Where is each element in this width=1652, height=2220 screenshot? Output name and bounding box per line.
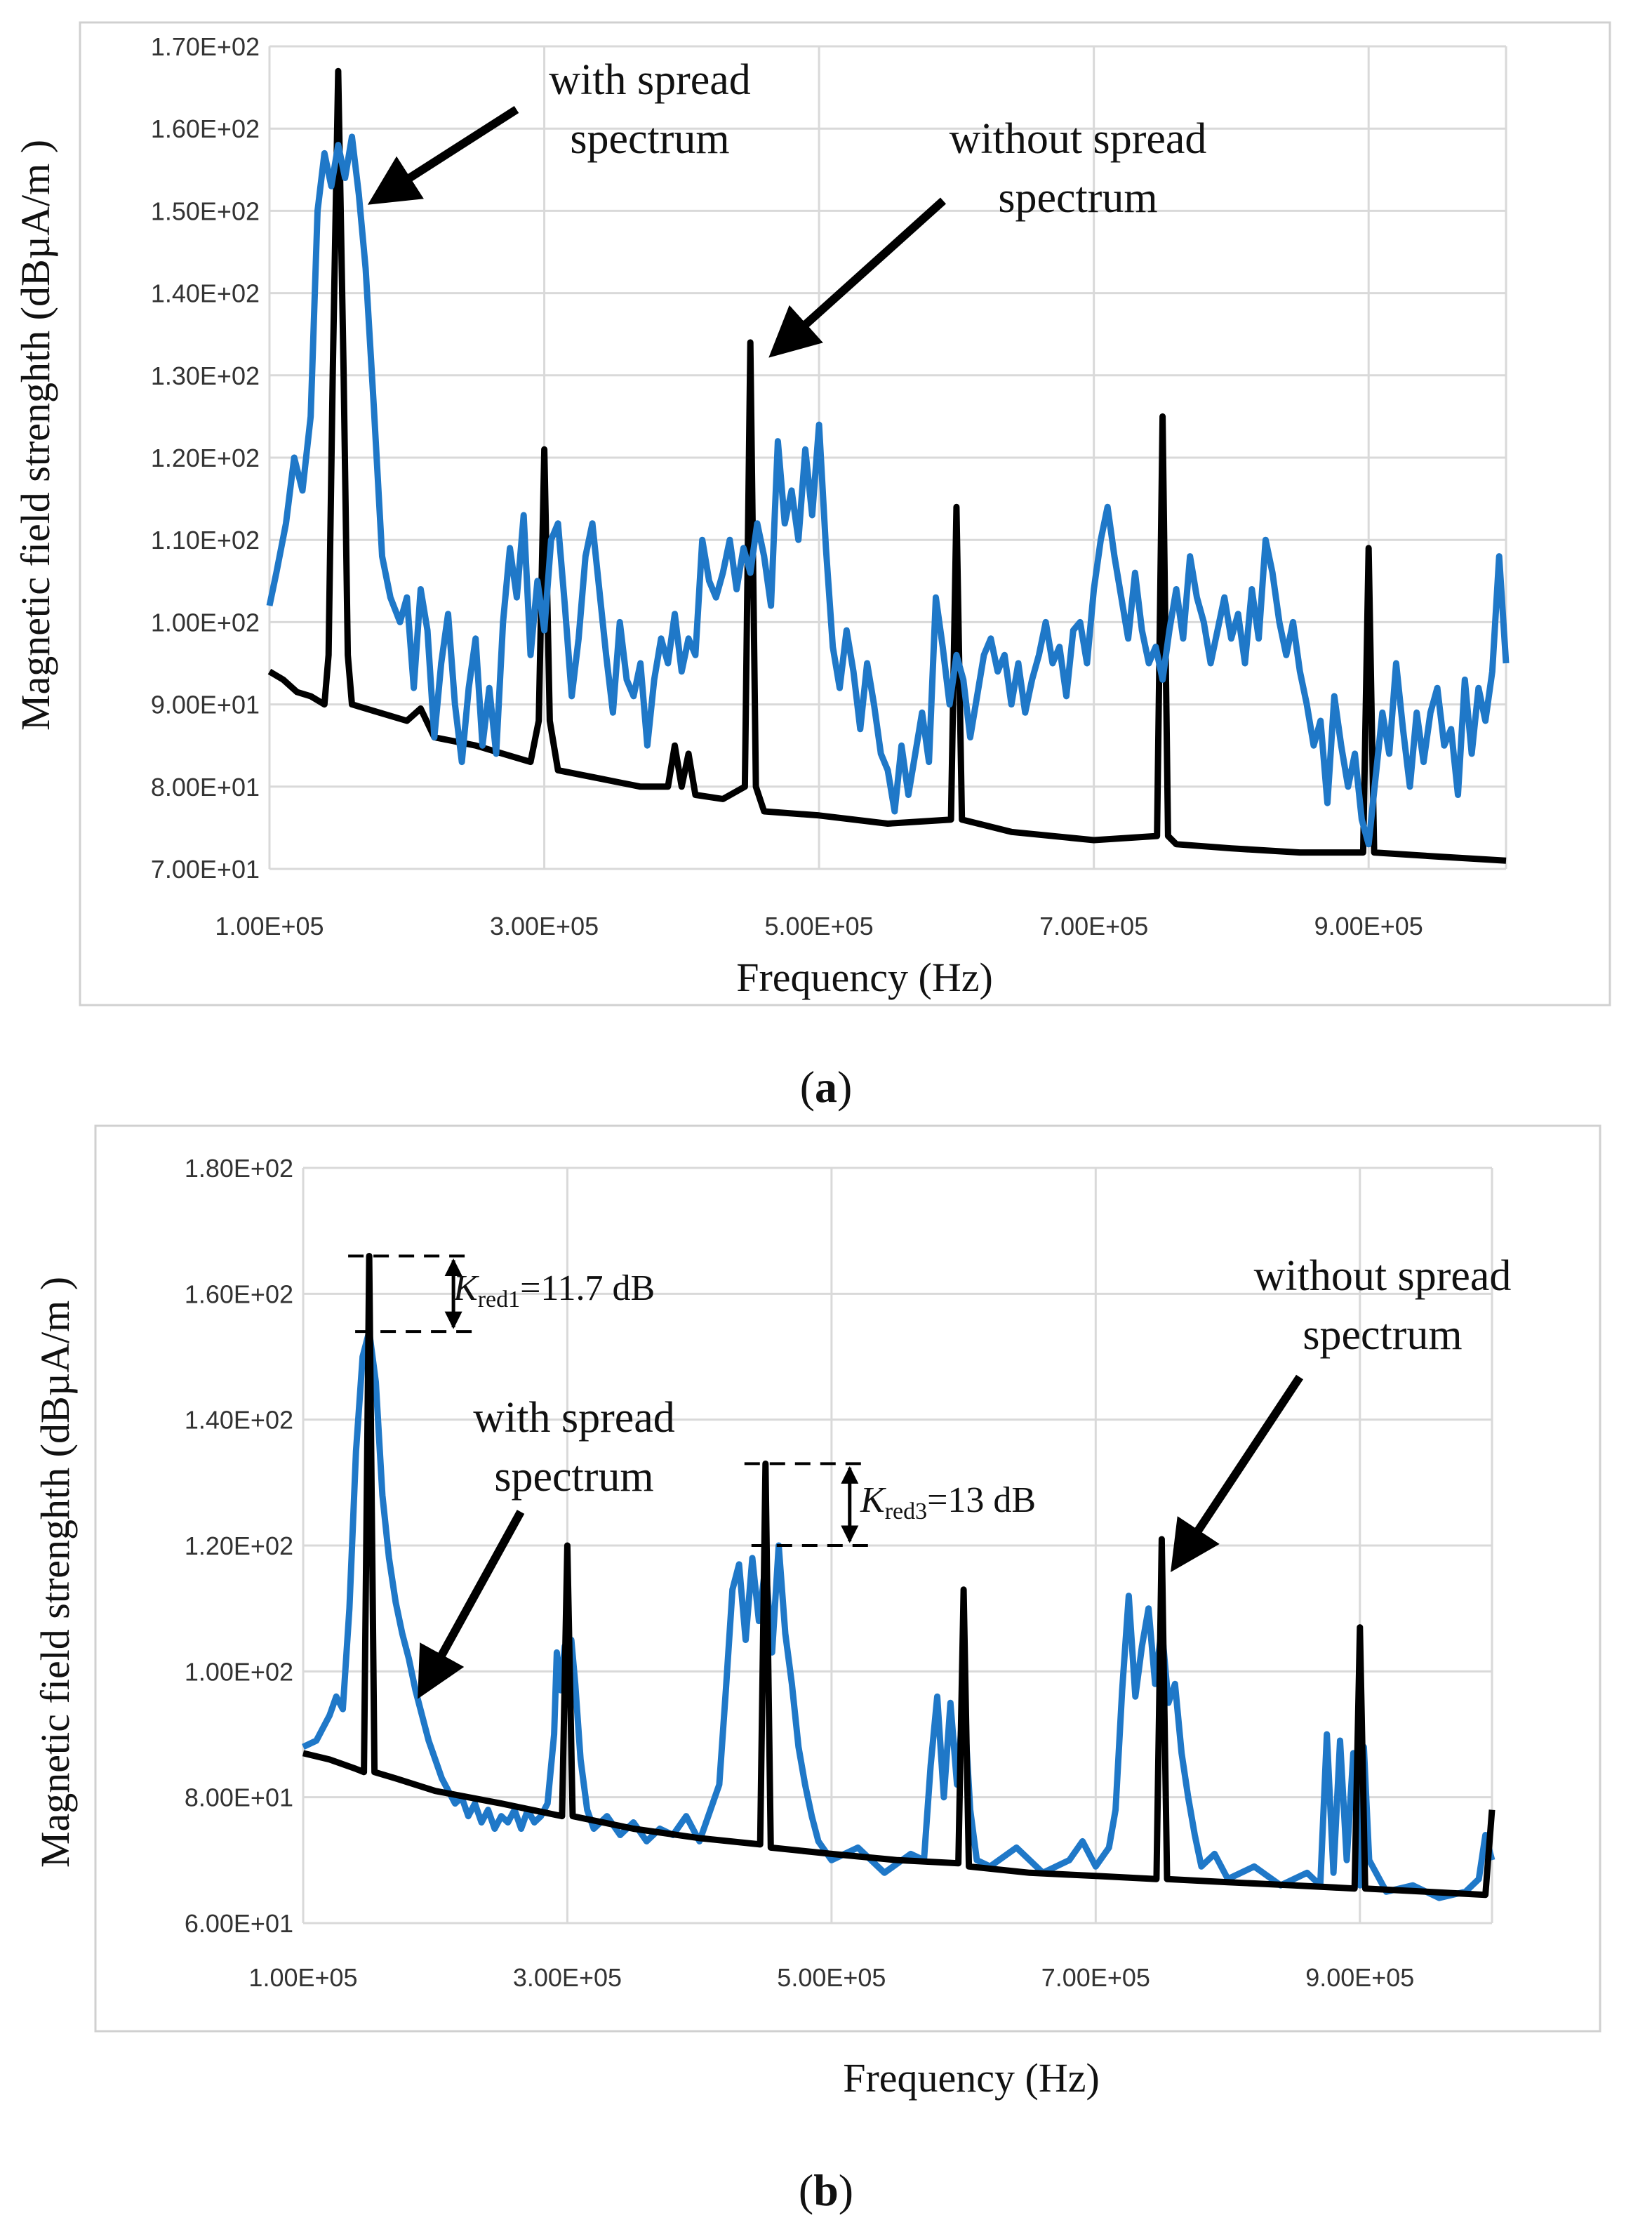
x-tick-label: 9.00E+05	[1314, 912, 1423, 940]
chart-b-x-axis-label: Frequency (Hz)	[843, 2055, 1100, 2101]
y-tick-label: 7.00E+01	[151, 855, 260, 884]
chart-a-y-axis-label: Magnetic field strenghth (dBµA/m )	[13, 140, 58, 731]
y-tick-label: 1.40E+02	[185, 1406, 293, 1435]
annotation-a-with-spread-arrow	[367, 105, 519, 205]
y-tick-label: 8.00E+01	[151, 773, 260, 802]
chart-b-y-ticks: 6.00E+01 8.00E+01 1.00E+02 1.20E+02 1.40E+02…	[185, 1154, 293, 1938]
caption-a-letter: a	[815, 1062, 837, 1112]
x-tick-label: 3.00E+05	[513, 1963, 622, 1992]
caption-b-letter: b	[813, 2165, 839, 2215]
annotation-a-with-spread-line2: spectrum	[570, 115, 729, 163]
chart-b-reduction-annotations	[348, 1254, 871, 1547]
chart-b-y-axis-label: Magnetic field strenghth (dBµA/m )	[32, 1277, 78, 1868]
chart-a-frame	[79, 21, 1611, 1006]
y-tick-label: 1.50E+02	[151, 197, 260, 225]
annotation-b-without-spread-arrow	[1171, 1374, 1304, 1573]
annotation-b-with-spread-line1: with spread	[473, 1394, 675, 1442]
y-tick-label: 1.60E+02	[185, 1280, 293, 1308]
y-tick-label: 1.80E+02	[185, 1154, 293, 1183]
y-tick-label: 1.30E+02	[151, 361, 260, 390]
chart-b-gridlines	[302, 1167, 1493, 1925]
kred3-subscript: red3	[885, 1498, 927, 1524]
chart-b-frame	[94, 1124, 1601, 2033]
caption-b: (b)	[799, 2165, 853, 2215]
annotation-b-with-spread-line2: spectrum	[494, 1453, 653, 1501]
y-tick-label: 1.60E+02	[151, 114, 260, 143]
kred1-value: =11.7 dB	[520, 1268, 655, 1308]
panel-b: 6.00E+01 8.00E+01 1.00E+02 1.20E+02 1.40E+02…	[32, 1124, 1601, 2215]
y-tick-label: 1.00E+02	[151, 608, 260, 637]
kred3-label: Kred3=13 dB	[860, 1480, 1036, 1524]
chart-a-x-ticks: 1.00E+05 3.00E+05 5.00E+05 7.00E+05 9.00E+05	[215, 912, 1423, 940]
y-tick-label: 1.20E+02	[151, 444, 260, 472]
annotation-a-without-spread-arrow	[768, 197, 947, 358]
y-tick-label: 1.70E+02	[151, 32, 260, 61]
chart-a-y-ticks: 7.00E+01 8.00E+01 9.00E+01 1.00E+02 1.10E+02…	[151, 32, 260, 884]
x-tick-label: 1.00E+05	[248, 1963, 357, 1992]
x-tick-label: 5.00E+05	[765, 912, 874, 940]
x-tick-label: 1.00E+05	[215, 912, 324, 940]
chart-b-series	[302, 1253, 1496, 1901]
kred3-symbol: K	[860, 1480, 886, 1520]
y-tick-label: 1.00E+02	[185, 1657, 293, 1686]
kred3-value: =13 dB	[927, 1480, 1036, 1520]
y-tick-label: 6.00E+01	[185, 1909, 293, 1938]
y-tick-label: 1.10E+02	[151, 526, 260, 554]
x-tick-label: 7.00E+05	[1039, 912, 1148, 940]
y-tick-label: 1.20E+02	[185, 1531, 293, 1560]
y-tick-label: 9.00E+01	[151, 691, 260, 719]
chart-a-x-axis-label: Frequency (Hz)	[736, 955, 993, 1000]
x-tick-label: 5.00E+05	[777, 1963, 886, 1992]
panel-a: 7.00E+01 8.00E+01 9.00E+01 1.00E+02 1.10E+02…	[13, 21, 1611, 1112]
series-without-spread-line	[267, 67, 1507, 864]
annotation-b-with-spread-arrow	[418, 1510, 525, 1699]
chart-b-x-ticks: 1.00E+05 3.00E+05 5.00E+05 7.00E+05 9.00E+05	[248, 1963, 1414, 1992]
x-tick-label: 7.00E+05	[1041, 1963, 1150, 1992]
annotation-a-with-spread-line1: with spread	[549, 56, 751, 104]
series-without-spread-line	[302, 1253, 1496, 1899]
series-with-spread-line	[266, 133, 1510, 848]
annotation-b-without-spread-line1: without spread	[1254, 1252, 1512, 1300]
chart-a-series	[266, 67, 1510, 864]
caption-a: (a)	[800, 1062, 853, 1112]
annotation-a-without-spread-line1: without spread	[950, 115, 1207, 163]
annotation-a-without-spread-line2: spectrum	[998, 174, 1157, 222]
annotation-b-without-spread-line2: spectrum	[1303, 1311, 1462, 1359]
kred1-subscript: red1	[478, 1287, 520, 1312]
y-tick-label: 8.00E+01	[185, 1783, 293, 1812]
x-tick-label: 9.00E+05	[1305, 1963, 1414, 1992]
kred1-symbol: K	[453, 1268, 479, 1308]
kred1-label: Kred1=11.7 dB	[453, 1268, 655, 1312]
y-tick-label: 1.40E+02	[151, 279, 260, 308]
x-tick-label: 3.00E+05	[490, 912, 599, 940]
